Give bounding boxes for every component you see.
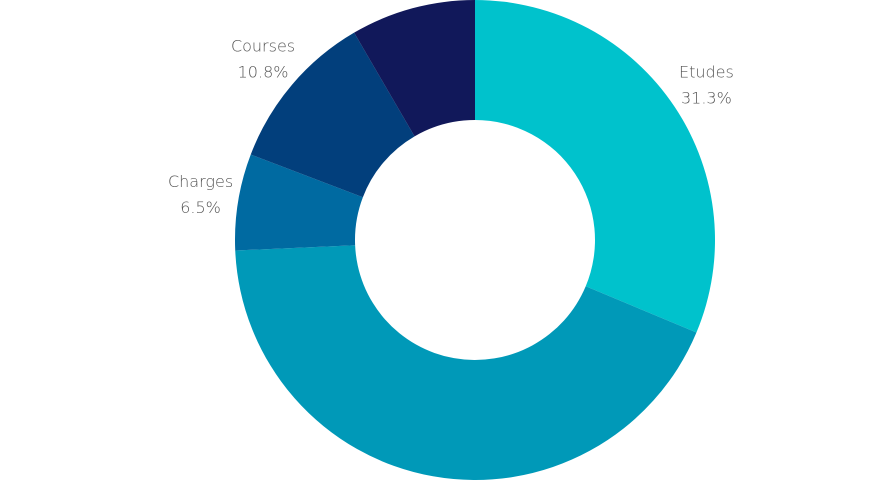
donut-slice <box>475 0 716 333</box>
value-label: 10.8% <box>238 63 289 82</box>
slice-label: Charges <box>168 172 233 191</box>
donut-slice <box>235 245 697 480</box>
slice-label: Etudes <box>679 62 734 81</box>
value-label: 31.3% <box>681 88 732 107</box>
donut-slice <box>235 154 363 251</box>
donut-slice <box>354 0 475 137</box>
donut-slice <box>250 32 415 198</box>
slice-label: Courses <box>231 37 295 56</box>
value-label: 6.5% <box>180 198 221 217</box>
